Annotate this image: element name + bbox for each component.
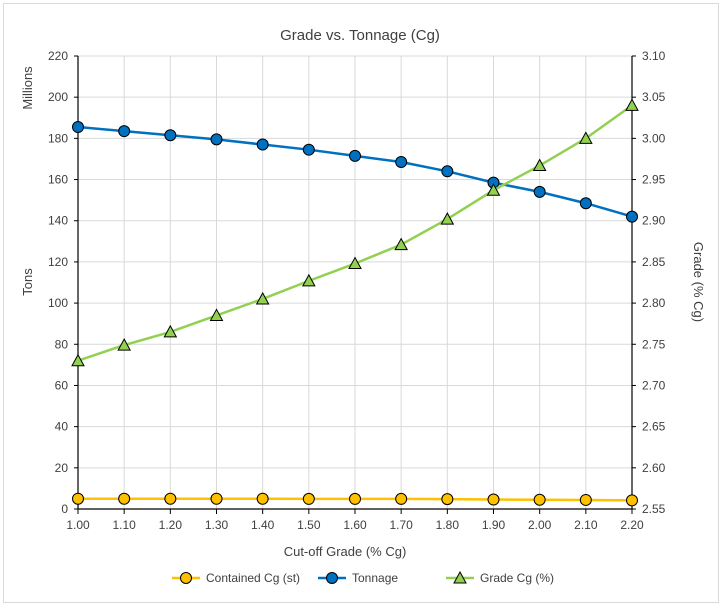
- data-point: [440, 212, 455, 225]
- left-tick-label: 200: [48, 90, 68, 104]
- left-tick-label: 40: [55, 420, 69, 434]
- gridlines: [78, 55, 632, 509]
- x-tick-label: 2.00: [528, 518, 552, 532]
- data-point: [163, 324, 178, 338]
- data-point: [394, 237, 409, 251]
- data-point: [118, 125, 131, 138]
- x-tick-label: 2.10: [574, 518, 598, 532]
- data-point: [441, 165, 454, 178]
- right-tick-label: 2.55: [642, 502, 666, 516]
- data-point: [72, 121, 84, 134]
- left-tick-label: 160: [48, 173, 68, 187]
- x-axis-label: Cut-off Grade (% Cg): [284, 544, 407, 559]
- data-point: [256, 492, 269, 505]
- data-point: [210, 133, 223, 146]
- x-tick-label: 1.70: [389, 518, 413, 532]
- data-point: [302, 143, 315, 156]
- data-point: [486, 183, 501, 196]
- data-point: [533, 493, 546, 506]
- data-point: [532, 158, 547, 172]
- legend-label: Grade Cg (%): [480, 571, 554, 585]
- left-tick-label: 60: [55, 378, 69, 392]
- x-tick-label: 1.30: [205, 518, 229, 532]
- x-tick-label: 1.60: [343, 518, 367, 532]
- right-tick-label: 2.80: [642, 296, 666, 310]
- legend-label: Contained Cg (st): [206, 571, 300, 585]
- right-tick-label: 2.70: [642, 378, 666, 392]
- x-tick-label: 1.40: [251, 518, 275, 532]
- left-tick-label: 20: [55, 461, 69, 475]
- data-point: [301, 273, 316, 287]
- legend-item: Tonnage: [318, 571, 398, 585]
- data-point: [255, 291, 270, 305]
- legend-swatch-marker: [453, 570, 467, 584]
- data-point: [441, 493, 454, 506]
- left-axis-unit-label: Millions: [20, 66, 35, 110]
- data-point: [117, 338, 132, 351]
- x-tick-label: 1.90: [482, 518, 506, 532]
- data-point: [209, 308, 224, 321]
- left-tick-label: 120: [48, 255, 68, 269]
- data-point: [395, 156, 408, 169]
- data-point: [487, 493, 500, 506]
- legend-swatch-marker: [180, 572, 192, 584]
- data-point: [349, 149, 361, 162]
- data-point: [579, 197, 592, 210]
- series-2: [71, 98, 639, 367]
- right-tick-label: 3.10: [642, 49, 666, 63]
- data-point: [626, 494, 638, 507]
- x-tick-label: 2.20: [620, 518, 644, 532]
- left-tick-label: 180: [48, 131, 68, 145]
- data-point: [395, 492, 408, 505]
- left-tick-label: 0: [61, 502, 68, 516]
- left-tick-label: 220: [48, 49, 68, 63]
- series-1: [72, 121, 638, 223]
- data-point: [625, 98, 639, 111]
- data-point: [302, 492, 315, 505]
- data-point: [256, 138, 269, 151]
- legend-item: Contained Cg (st): [172, 571, 300, 585]
- right-axis-ticks: 2.55 2.60 2.65 2.70 2.75 2.80 2.85 2.90 2.95 3.00…: [632, 49, 666, 516]
- series-0: [72, 492, 638, 507]
- data-point: [118, 492, 131, 505]
- left-axis-ticks: 0 20 40 60 80 100 120 140 160 180 200 220: [48, 49, 78, 516]
- right-tick-label: 2.95: [642, 173, 666, 187]
- data-point: [349, 492, 361, 505]
- right-tick-label: 2.75: [642, 337, 666, 351]
- legend-item: Grade Cg (%): [446, 570, 554, 585]
- legend: Contained Cg (st) Tonnage Grade Cg (%): [172, 570, 554, 585]
- data-point: [579, 493, 592, 506]
- right-tick-label: 2.85: [642, 255, 666, 269]
- left-tick-label: 80: [55, 337, 69, 351]
- x-tick-label: 1.20: [159, 518, 183, 532]
- data-point: [533, 185, 546, 198]
- x-tick-label: 1.10: [112, 518, 136, 532]
- x-tick-label: 1.00: [66, 518, 90, 532]
- x-tick-label: 1.80: [436, 518, 460, 532]
- legend-label: Tonnage: [352, 571, 398, 585]
- data-point: [164, 492, 177, 505]
- right-tick-label: 3.00: [642, 131, 666, 145]
- chart-title: Grade vs. Tonnage (Cg): [280, 27, 440, 44]
- legend-swatch-marker: [326, 572, 338, 584]
- right-tick-label: 3.05: [642, 90, 666, 104]
- right-tick-label: 2.60: [642, 461, 666, 475]
- data-point: [210, 492, 223, 505]
- data-point: [626, 210, 638, 223]
- left-tick-label: 100: [48, 296, 68, 310]
- series-layer: [71, 98, 639, 507]
- left-tick-label: 140: [48, 214, 68, 228]
- right-axis-label: Grade (% Cg): [691, 242, 706, 322]
- data-point: [348, 256, 362, 270]
- data-point: [72, 492, 84, 505]
- right-tick-label: 2.90: [642, 214, 666, 228]
- right-tick-label: 2.65: [642, 420, 666, 434]
- left-axis-label: Tons: [20, 268, 35, 296]
- data-point: [164, 129, 177, 142]
- x-tick-label: 1.50: [297, 518, 321, 532]
- data-point: [71, 353, 85, 367]
- x-axis-ticks: 1.00 1.10 1.20 1.30 1.40 1.50 1.60 1.70 1.80 1.90…: [66, 509, 644, 532]
- data-point: [578, 131, 593, 144]
